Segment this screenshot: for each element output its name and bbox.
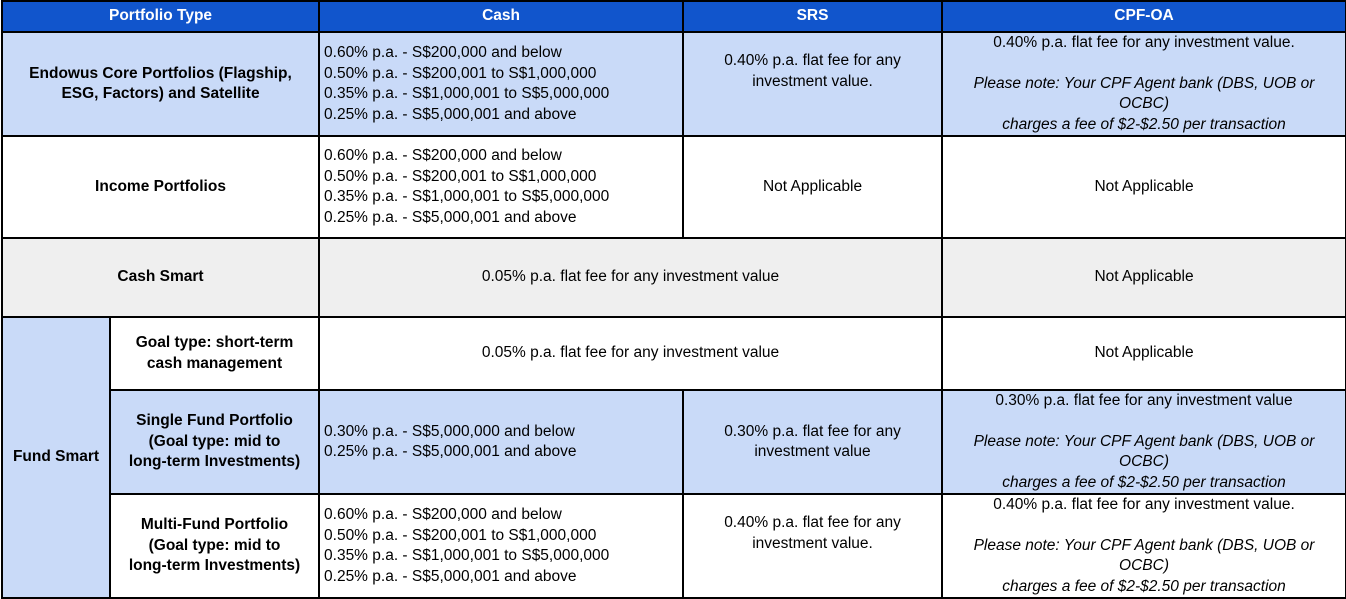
- header-cash: Cash: [318, 0, 685, 33]
- header-portfolio-type: Portfolio Type: [0, 0, 321, 33]
- core-cpf-note: Please note: Your CPF Agent bank (DBS, U…: [947, 74, 1341, 136]
- core-tier-4: 0.25% p.a. - S$5,000,001 and above: [324, 105, 577, 123]
- core-srs-line-2: investment value.: [752, 72, 873, 90]
- single-tier-2: 0.25% p.a. - S$5,000,001 and above: [324, 443, 577, 460]
- core-cpf-fee: 0.40% p.a. flat fee for any investment v…: [941, 31, 1346, 137]
- core-label-line-2: ESG, Factors) and Satellite: [61, 85, 260, 102]
- single-srs-line-2: investment value: [754, 443, 871, 460]
- multi-tier-4: 0.25% p.a. - S$5,000,001 and above: [324, 567, 577, 585]
- single-fund-cash-fee: 0.30% p.a. - S$5,000,000 and below 0.25%…: [318, 389, 685, 495]
- core-tier-1: 0.60% p.a. - S$200,000 and below: [324, 44, 562, 61]
- core-srs-line-1: 0.40% p.a. flat fee for any: [724, 52, 901, 69]
- multi-fund-cpf-fee: 0.40% p.a. flat fee for any investment v…: [941, 493, 1346, 599]
- multi-cpf-note: Please note: Your CPF Agent bank (DBS, U…: [947, 536, 1341, 598]
- multi-fund-label-line-2: (Goal type: mid to: [148, 536, 281, 554]
- cash-smart-label: Cash Smart: [0, 237, 321, 318]
- income-tier-3: 0.35% p.a. - S$1,000,001 to S$5,000,000: [324, 188, 610, 205]
- short-term-label-line-2: cash management: [146, 354, 283, 372]
- core-cash-fee: 0.60% p.a. - S$200,000 and below 0.50% p…: [318, 31, 685, 137]
- core-label-line-1: Endowus Core Portfolios (Flagship,: [29, 64, 292, 82]
- row-cash-smart: Cash Smart 0.05% p.a. flat fee for any i…: [0, 237, 1346, 318]
- short-term-label: Goal type: short-term cash management: [108, 316, 321, 391]
- single-cpf-note-line-2: charges a fee of $2-$2.50 per transactio…: [1002, 473, 1286, 491]
- cash-smart-cpf-fee: Not Applicable: [941, 237, 1346, 318]
- single-cpf-note-line-1: Please note: Your CPF Agent bank (DBS, U…: [973, 432, 1315, 471]
- row-single-fund-portfolio: Single Fund Portfolio (Goal type: mid to…: [2, 389, 1346, 495]
- single-fund-srs-fee: 0.30% p.a. flat fee for any investment v…: [682, 389, 944, 495]
- core-tier-2: 0.50% p.a. - S$200,001 to S$1,000,000: [324, 64, 597, 82]
- income-cpf-fee: Not Applicable: [941, 135, 1346, 239]
- core-cpf-main: 0.40% p.a. flat fee for any investment v…: [993, 34, 1295, 51]
- core-tier-3: 0.35% p.a. - S$1,000,001 to S$5,000,000: [324, 85, 610, 102]
- single-srs-line-1: 0.30% p.a. flat fee for any: [724, 422, 901, 440]
- core-cpf-note-line-2: charges a fee of $2-$2.50 per transactio…: [1002, 115, 1286, 133]
- multi-fund-srs-fee: 0.40% p.a. flat fee for any investment v…: [682, 493, 944, 599]
- income-portfolios-label: Income Portfolios: [0, 135, 321, 239]
- single-tier-1: 0.30% p.a. - S$5,000,000 and below: [324, 422, 575, 440]
- multi-fund-label-line-1: Multi-Fund Portfolio: [140, 516, 289, 534]
- core-cpf-note-line-1: Please note: Your CPF Agent bank (DBS, U…: [973, 74, 1315, 113]
- single-cpf-note: Please note: Your CPF Agent bank (DBS, U…: [947, 432, 1341, 494]
- fund-smart-label: Fund Smart: [1, 316, 111, 599]
- multi-tier-2: 0.50% p.a. - S$200,001 to S$1,000,000: [324, 526, 597, 544]
- multi-srs-line-1: 0.40% p.a. flat fee for any: [724, 514, 901, 531]
- single-fund-cpf-fee: 0.30% p.a. flat fee for any investment v…: [941, 389, 1346, 495]
- row-fund-smart-short-term: Fund Smart Goal type: short-term cash ma…: [1, 316, 1346, 599]
- row-multi-fund-portfolio: Multi-Fund Portfolio (Goal type: mid to …: [2, 493, 1346, 599]
- header-row: Portfolio Type Cash SRS CPF-OA: [0, 0, 1346, 33]
- header-srs: SRS: [682, 0, 944, 33]
- single-fund-label-line-1: Single Fund Portfolio: [136, 412, 293, 430]
- core-srs-fee: 0.40% p.a. flat fee for any investment v…: [682, 31, 944, 137]
- single-fund-label-line-3: long-term Investments): [128, 453, 301, 471]
- row-core-portfolios: Endowus Core Portfolios (Flagship, ESG, …: [0, 31, 1346, 137]
- core-portfolios-label: Endowus Core Portfolios (Flagship, ESG, …: [0, 31, 321, 137]
- multi-fund-cash-fee: 0.60% p.a. - S$200,000 and below 0.50% p…: [318, 493, 685, 599]
- single-fund-label: Single Fund Portfolio (Goal type: mid to…: [108, 389, 321, 495]
- row-income-portfolios: Income Portfolios 0.60% p.a. - S$200,000…: [0, 135, 1346, 239]
- multi-cpf-main: 0.40% p.a. flat fee for any investment v…: [993, 496, 1295, 513]
- single-cpf-main: 0.30% p.a. flat fee for any investment v…: [995, 392, 1293, 409]
- header-cpf-oa: CPF-OA: [941, 0, 1346, 33]
- income-cash-fee: 0.60% p.a. - S$200,000 and below 0.50% p…: [318, 135, 685, 239]
- income-srs-fee: Not Applicable: [682, 135, 944, 239]
- income-tier-2: 0.50% p.a. - S$200,001 to S$1,000,000: [324, 167, 597, 185]
- multi-tier-1: 0.60% p.a. - S$200,000 and below: [324, 506, 562, 523]
- short-term-label-line-1: Goal type: short-term: [135, 334, 294, 351]
- cash-smart-cash-srs-fee: 0.05% p.a. flat fee for any investment v…: [318, 237, 944, 318]
- short-term-cpf-fee: Not Applicable: [941, 316, 1346, 391]
- multi-tier-3: 0.35% p.a. - S$1,000,001 to S$5,000,000: [324, 547, 610, 564]
- multi-cpf-note-line-1: Please note: Your CPF Agent bank (DBS, U…: [973, 536, 1315, 575]
- single-fund-label-line-2: (Goal type: mid to: [148, 432, 281, 450]
- multi-fund-label: Multi-Fund Portfolio (Goal type: mid to …: [108, 493, 321, 599]
- short-term-cash-srs-fee: 0.05% p.a. flat fee for any investment v…: [318, 316, 944, 391]
- multi-fund-label-line-3: long-term Investments): [128, 557, 301, 575]
- income-tier-1: 0.60% p.a. - S$200,000 and below: [324, 147, 562, 164]
- income-tier-4: 0.25% p.a. - S$5,000,001 and above: [324, 208, 577, 226]
- multi-srs-line-2: investment value.: [752, 534, 873, 552]
